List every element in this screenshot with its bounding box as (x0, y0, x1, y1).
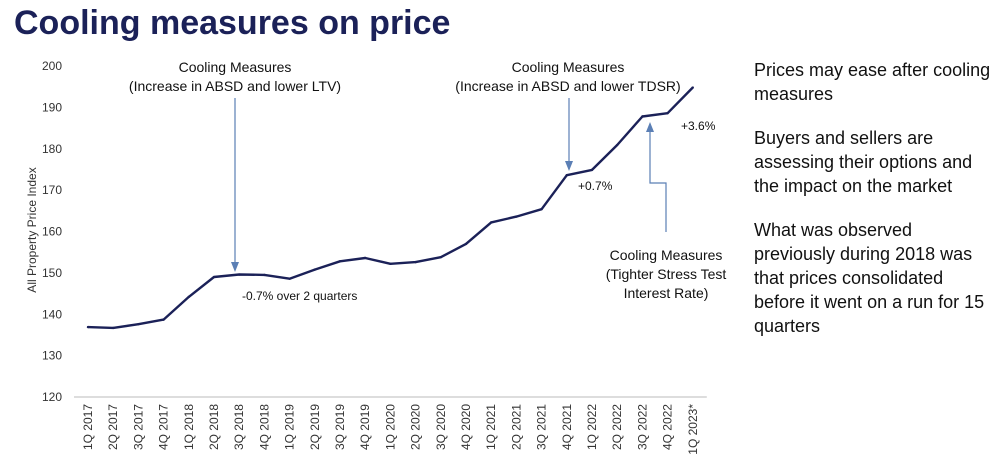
data-point (187, 295, 190, 299)
x-tick-label: 3Q 2022 (635, 404, 649, 450)
x-tick-label: 4Q 2019 (358, 404, 372, 450)
x-tick-label: 4Q 2021 (560, 404, 574, 450)
x-tick-label: 3Q 2021 (535, 404, 549, 450)
data-point (590, 168, 594, 172)
data-point (364, 256, 367, 260)
x-tick-label: 4Q 2020 (459, 404, 473, 450)
data-point (313, 268, 316, 271)
x-tick-label: 2Q 2020 (409, 404, 423, 450)
y-tick-label: 130 (42, 349, 62, 363)
y-tick-label: 140 (42, 307, 62, 321)
price-index-chart: All Property Price Index 120 130 140 150 160… (25, 59, 727, 455)
change-label-2018: -0.7% over 2 quarters (242, 289, 357, 303)
data-point (515, 215, 518, 218)
data-point (641, 115, 644, 118)
annotation-arrows (231, 98, 667, 272)
commentary-panel: Prices may ease after cooling measures B… (754, 58, 994, 358)
x-tick-label: 3Q 2020 (434, 404, 448, 450)
y-tick-label: 160 (42, 225, 62, 239)
commentary-item: Prices may ease after cooling measures (754, 60, 991, 104)
data-point (439, 255, 442, 259)
annotation-cm2021-detail: (Increase in ABSD and lower TDSR) (455, 78, 680, 94)
data-point (540, 207, 543, 211)
data-point (691, 86, 694, 89)
x-tick-label: 1Q 2023* (686, 404, 700, 455)
x-tick-label: 3Q 2018 (232, 404, 246, 450)
data-point (137, 322, 140, 326)
data-point (666, 111, 669, 115)
y-tick-label: 200 (42, 59, 62, 73)
x-tick-label: 1Q 2021 (484, 404, 498, 450)
data-point (288, 277, 291, 280)
arrowhead-cm2018 (231, 262, 239, 272)
price-index-line (87, 86, 694, 330)
data-point (490, 221, 493, 224)
data-points (86, 86, 694, 330)
x-tick-label: 3Q 2017 (131, 404, 145, 450)
x-tick-label: 2Q 2021 (509, 404, 523, 450)
arrowhead-cm2021 (565, 161, 573, 171)
annotation-cm2022-detail-2: Interest Rate) (624, 285, 709, 301)
annotation-cm2022-title: Cooling Measures (610, 247, 723, 263)
x-tick-label: 3Q 2019 (333, 404, 347, 450)
y-tick-label: 150 (42, 266, 62, 280)
annotation-cm2022-detail-1: (Tighter Stress Test (606, 266, 727, 282)
data-point (338, 260, 342, 263)
x-tick-label: 1Q 2022 (585, 404, 599, 450)
x-tick-label: 1Q 2018 (182, 404, 196, 450)
data-point (86, 325, 90, 329)
x-axis-ticks: 1Q 2017 2Q 2017 3Q 2017 4Q 2017 1Q 2018 2Q 20… (81, 404, 700, 455)
y-tick-label: 190 (42, 100, 62, 114)
x-tick-label: 2Q 2019 (308, 404, 322, 450)
data-point (263, 273, 266, 277)
data-point (565, 174, 568, 177)
change-label-2021: +0.7% (578, 179, 613, 193)
x-tick-label: 2Q 2017 (106, 404, 120, 450)
data-point (112, 326, 115, 330)
x-tick-label: 4Q 2017 (157, 404, 171, 450)
x-tick-label: 1Q 2019 (283, 404, 297, 450)
data-point (238, 273, 241, 276)
annotation-cm2018-detail: (Increase in ABSD and lower LTV) (129, 78, 341, 94)
y-tick-label: 180 (42, 142, 62, 156)
arrowhead-cm2022 (646, 122, 654, 132)
x-tick-label: 2Q 2018 (207, 404, 221, 450)
y-axis-label: All Property Price Index (25, 167, 39, 292)
data-point (464, 242, 468, 246)
change-label-2023: +3.6% (681, 119, 716, 133)
commentary-item: Buyers and sellers are assessing their o… (754, 128, 973, 196)
data-point (212, 275, 216, 279)
annotation-cm2018-title: Cooling Measures (179, 59, 292, 75)
commentary-item: What was observed previously during 2018… (754, 220, 985, 336)
x-tick-label: 4Q 2022 (661, 404, 675, 450)
data-point (414, 260, 417, 264)
x-tick-label: 1Q 2017 (81, 404, 95, 450)
y-tick-label: 120 (42, 390, 62, 404)
data-point (616, 143, 619, 147)
x-tick-label: 1Q 2020 (383, 404, 397, 450)
data-point (389, 262, 392, 265)
y-axis-ticks: 120 130 140 150 160 170 180 190 200 (42, 59, 62, 404)
slide-title: Cooling measures on price (14, 4, 451, 42)
x-tick-label: 4Q 2018 (257, 404, 271, 450)
data-point (162, 318, 165, 321)
annotation-cm2021-title: Cooling Measures (512, 59, 625, 75)
x-tick-label: 2Q 2022 (610, 404, 624, 450)
y-tick-label: 170 (42, 183, 62, 197)
arrow-cm2022 (649, 130, 667, 232)
